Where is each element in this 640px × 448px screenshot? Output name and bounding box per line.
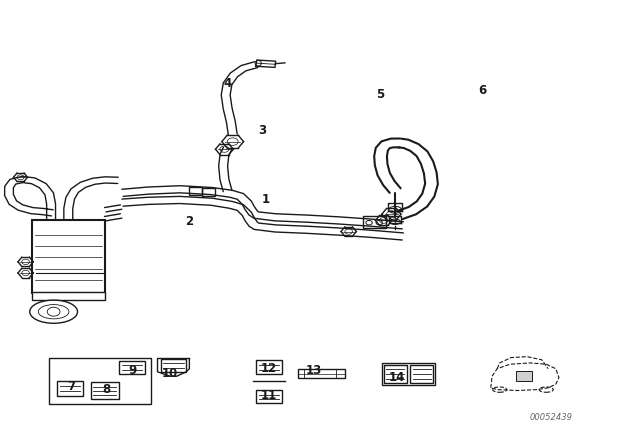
Bar xyxy=(32,220,105,293)
Text: 14: 14 xyxy=(388,371,404,384)
Bar xyxy=(410,365,433,383)
Bar xyxy=(32,292,105,300)
Bar xyxy=(298,369,346,378)
Bar xyxy=(383,363,435,385)
Text: 11: 11 xyxy=(261,389,277,402)
Bar xyxy=(256,390,282,404)
Text: 00052439: 00052439 xyxy=(529,413,572,422)
Text: 8: 8 xyxy=(102,383,111,396)
Text: 7: 7 xyxy=(67,380,76,393)
Text: 3: 3 xyxy=(259,124,267,137)
Bar xyxy=(189,188,202,194)
Text: 9: 9 xyxy=(128,364,136,377)
Text: 2: 2 xyxy=(186,215,193,228)
Bar xyxy=(516,371,532,381)
Bar xyxy=(119,361,145,374)
Text: 6: 6 xyxy=(478,84,486,97)
Bar xyxy=(49,358,151,404)
Text: 13: 13 xyxy=(305,363,322,376)
Bar xyxy=(256,360,282,375)
Ellipse shape xyxy=(29,300,77,323)
Text: 12: 12 xyxy=(261,362,277,375)
Text: 4: 4 xyxy=(223,77,232,90)
Bar xyxy=(161,359,186,372)
Bar xyxy=(363,216,386,228)
Bar xyxy=(58,381,83,396)
Bar xyxy=(384,365,406,383)
Text: 1: 1 xyxy=(262,193,270,206)
Bar xyxy=(202,188,215,195)
Bar xyxy=(91,383,118,400)
Text: 5: 5 xyxy=(376,88,385,101)
Text: 10: 10 xyxy=(162,366,179,379)
